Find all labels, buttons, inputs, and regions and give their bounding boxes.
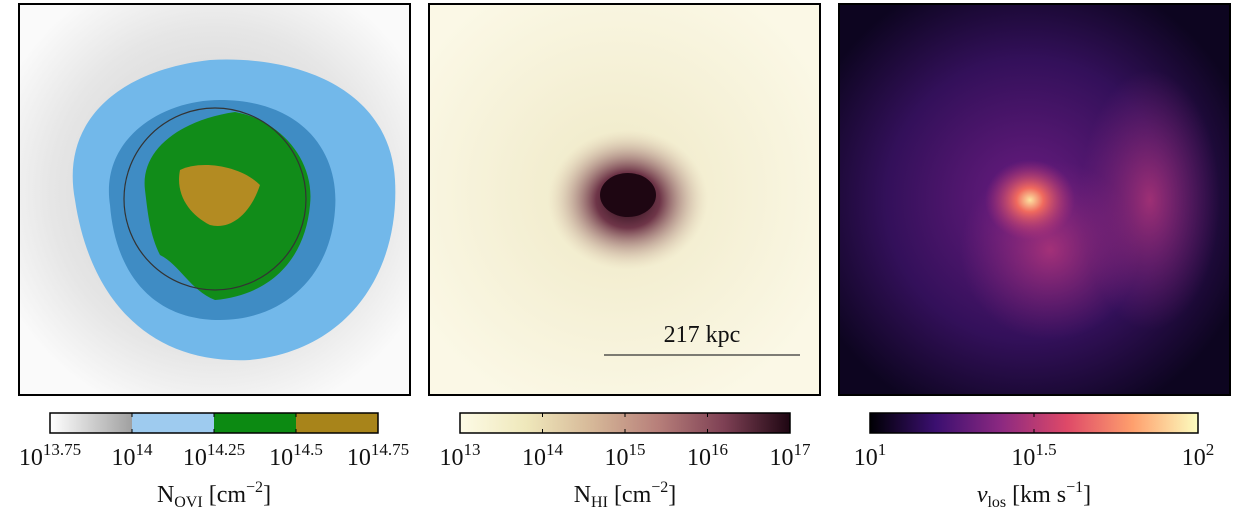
tick-base: 10 <box>183 445 207 471</box>
tick-base: 10 <box>1011 445 1035 471</box>
tick-label: 1014.5 <box>269 440 323 471</box>
colorbar-label: NHI [cm−2] <box>574 479 677 511</box>
tick-label: 1014 <box>112 440 154 471</box>
panel-velocity <box>840 5 1229 394</box>
tick-base: 10 <box>19 445 43 471</box>
tick-label: 1015 <box>605 440 646 471</box>
tick-exponent: 13 <box>464 440 481 459</box>
label-unit: [km s <box>1006 482 1066 508</box>
tick-label: 101.5 <box>1011 440 1056 471</box>
tick-exponent: 14.25 <box>207 440 245 459</box>
label-sub: OVI <box>174 494 202 511</box>
label-symbol: N <box>157 482 174 508</box>
tick-base: 10 <box>269 445 293 471</box>
tick-label: 101 <box>854 440 887 471</box>
tick-exponent: 2 <box>1206 440 1215 459</box>
tick-base: 10 <box>522 445 546 471</box>
tick-exponent: 16 <box>711 440 728 459</box>
panel-ovi <box>20 5 409 394</box>
tick-exponent: 14 <box>136 440 154 459</box>
colorbar-label: vlos [km s−1] <box>977 479 1091 511</box>
tick-base: 10 <box>605 445 629 471</box>
tick-label: 1014 <box>522 440 564 471</box>
tick-label: 1017 <box>770 440 812 471</box>
tick-exponent: 1.5 <box>1035 440 1056 459</box>
label-end: ] <box>668 482 676 508</box>
label-sup: −1 <box>1066 479 1083 496</box>
label-unit: [cm <box>203 482 247 508</box>
tick-base: 10 <box>770 445 794 471</box>
figure: 217 kpc 1013.7510141014.251014.51014.75N… <box>0 0 1234 515</box>
label-end: ] <box>1083 482 1091 508</box>
colorbar-segment <box>214 413 296 433</box>
tick-label: 1013 <box>440 440 481 471</box>
tick-exponent: 13.75 <box>43 440 81 459</box>
tick-label: 1013.75 <box>19 440 81 471</box>
label-unit: [cm <box>608 482 652 508</box>
tick-base: 10 <box>1182 445 1206 471</box>
colorbar-label: NOVI [cm−2] <box>157 479 271 511</box>
tick-exponent: 14.5 <box>293 440 323 459</box>
label-end: ] <box>263 482 271 508</box>
colorbar-segment <box>132 413 214 433</box>
tick-exponent: 15 <box>629 440 646 459</box>
label-sup: −2 <box>651 479 668 496</box>
colorbar-segment <box>50 413 132 433</box>
label-symbol: v <box>977 482 988 508</box>
label-symbol: N <box>574 482 591 508</box>
label-sub: HI <box>591 494 608 511</box>
colorbar-segment <box>296 413 378 433</box>
tick-exponent: 1 <box>878 440 887 459</box>
tick-base: 10 <box>112 445 136 471</box>
tick-base: 10 <box>347 445 371 471</box>
tick-label: 1014.75 <box>347 440 409 471</box>
tick-base: 10 <box>440 445 464 471</box>
tick-base: 10 <box>854 445 878 471</box>
tick-label: 102 <box>1182 440 1215 471</box>
label-sub: los <box>987 494 1006 511</box>
scale-bar-label: 217 kpc <box>664 322 741 348</box>
tick-label: 1016 <box>687 440 728 471</box>
panel-hi: 217 kpc <box>430 5 819 394</box>
tick-exponent: 17 <box>794 440 812 459</box>
tick-label: 1014.25 <box>183 440 245 471</box>
label-sup: −2 <box>246 479 263 496</box>
tick-exponent: 14.75 <box>371 440 409 459</box>
tick-base: 10 <box>687 445 711 471</box>
tick-exponent: 14 <box>546 440 564 459</box>
